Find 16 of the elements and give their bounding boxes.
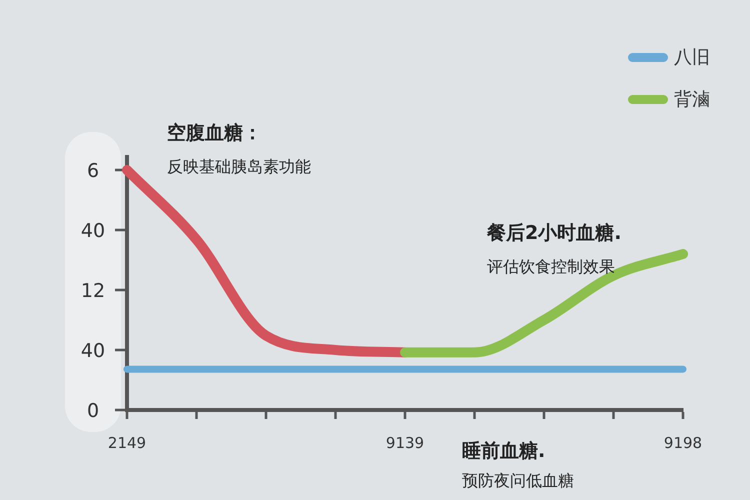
- legend-label: 背滷: [674, 88, 710, 111]
- annotation: 反映基础胰岛素功能: [167, 156, 311, 178]
- annotation: 餐后2小时血糖.: [487, 222, 622, 244]
- legend-label: 八旧: [674, 46, 710, 69]
- x-tick-label: 9139: [386, 434, 424, 452]
- text: 40: [80, 340, 106, 362]
- text: 6: [86, 160, 100, 182]
- text: 预防夜问低血糖: [462, 470, 574, 492]
- text: 空腹血糖：: [167, 122, 262, 144]
- text: 睡前血糖.: [462, 440, 546, 462]
- text: 0: [86, 400, 100, 422]
- text: 12: [80, 280, 106, 302]
- text: 40: [80, 220, 106, 242]
- x-tick-label: 9198: [664, 434, 702, 452]
- annotation: 评估饮食控制效果: [487, 256, 615, 278]
- x-tick-label: 2149: [108, 434, 146, 452]
